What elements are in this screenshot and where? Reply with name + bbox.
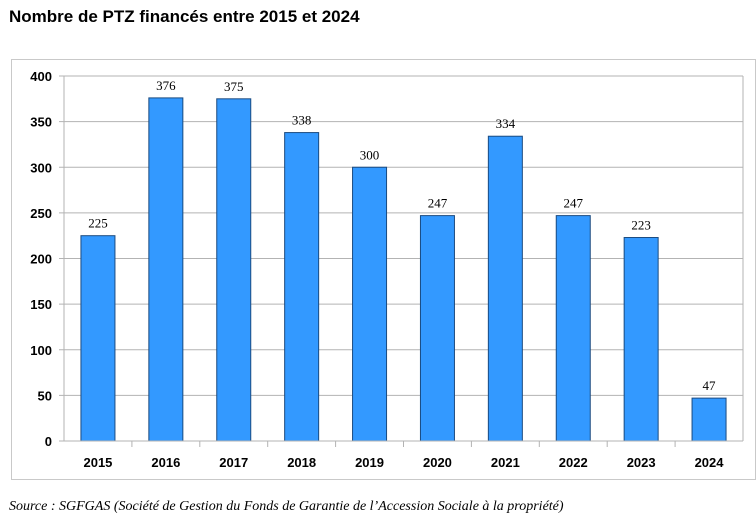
bar-2018	[284, 132, 320, 442]
y-tick-label: 350	[30, 115, 52, 130]
y-tick-label: 200	[30, 252, 52, 267]
chart-title: Nombre de PTZ financés entre 2015 et 202…	[9, 7, 360, 26]
x-tick-label-2015: 2015	[83, 455, 112, 470]
bar-2023	[623, 237, 659, 442]
data-label-2019: 300	[360, 147, 380, 162]
data-label-2018: 338	[292, 113, 312, 128]
x-tick-label-2024: 2024	[695, 455, 725, 470]
y-tick-label: 400	[30, 69, 52, 84]
data-label-2021: 334	[496, 116, 516, 131]
bar-2020	[419, 215, 455, 442]
bar-2019	[352, 166, 388, 442]
data-label-2015: 225	[88, 216, 108, 231]
bar-2017	[216, 98, 252, 442]
bar-2021	[487, 135, 523, 442]
bar-2024	[691, 397, 727, 442]
bar-2022	[555, 215, 591, 442]
data-label-2024: 47	[703, 378, 717, 393]
data-label-2017: 375	[224, 79, 244, 94]
y-tick-label: 100	[30, 343, 52, 358]
data-label-2023: 223	[631, 218, 651, 233]
data-labels: 225 376 375 338 300 247 334 247 223 47	[88, 78, 716, 393]
data-label-2022: 247	[564, 196, 584, 211]
x-tick-label-2018: 2018	[287, 455, 316, 470]
bars	[80, 97, 727, 442]
y-tick-label: 250	[30, 206, 52, 221]
y-tick-label: 0	[45, 434, 52, 449]
data-label-2020: 247	[428, 196, 448, 211]
x-tick-label-2016: 2016	[151, 455, 180, 470]
y-tick-label: 300	[30, 160, 52, 175]
bar-2015	[80, 235, 116, 442]
x-tick-label-2019: 2019	[355, 455, 384, 470]
y-axis-ticks: 0 50 100 150 200 250 300 350 400	[30, 69, 64, 449]
x-tick-label-2022: 2022	[559, 455, 588, 470]
axes	[63, 76, 744, 442]
data-label-2016: 376	[156, 78, 176, 93]
y-tick-label: 50	[38, 388, 52, 403]
bar-2016	[148, 97, 184, 442]
y-tick-label: 150	[30, 297, 52, 312]
x-tick-label-2017: 2017	[219, 455, 248, 470]
x-tick-label-2023: 2023	[627, 455, 656, 470]
x-tick-label-2020: 2020	[423, 455, 452, 470]
x-axis-ticks: 2015 2016 2017 2018 2019 2020 2021 2022 2023 2024	[83, 441, 724, 470]
x-tick-label-2021: 2021	[491, 455, 520, 470]
source-note: Source : SGFGAS (Société de Gestion du F…	[9, 499, 564, 514]
